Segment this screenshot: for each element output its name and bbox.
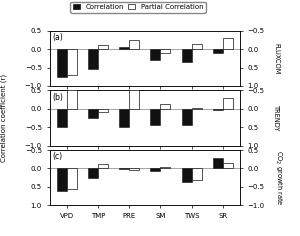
Text: Correlation coefficient (r): Correlation coefficient (r) [0,74,7,162]
Bar [129,40,139,49]
Bar [57,49,67,77]
Bar [160,167,170,169]
Bar [67,169,77,189]
Bar [88,169,98,178]
Bar [88,49,98,69]
Bar [129,169,139,170]
Bar [150,49,161,60]
Bar [98,164,108,169]
Bar [213,109,223,110]
Bar [150,169,161,171]
Bar [98,45,108,49]
Bar [150,109,161,125]
Bar [160,49,170,53]
Y-axis label: FLUXCOM: FLUXCOM [273,43,279,74]
Bar [223,163,233,169]
Legend: Correlation, Partial Correlation: Correlation, Partial Correlation [70,2,206,13]
Bar [213,158,223,169]
Bar [223,98,233,109]
Bar [67,49,77,75]
Bar [119,47,129,49]
Bar [182,169,192,182]
Bar [119,109,129,127]
Bar [57,109,67,127]
Bar [88,109,98,118]
Bar [182,49,192,62]
Bar [67,81,77,109]
Bar [98,109,108,112]
Text: (a): (a) [52,33,63,42]
Bar [213,49,223,53]
Bar [160,104,170,109]
Bar [192,44,202,49]
Bar [129,88,139,109]
Bar [192,108,202,109]
Bar [182,109,192,125]
Y-axis label: TRENDY: TRENDY [273,105,279,131]
Y-axis label: CO$_2$ growth rate: CO$_2$ growth rate [273,150,283,206]
Bar [223,38,233,49]
Text: (b): (b) [52,93,63,101]
Bar [57,169,67,191]
Text: (c): (c) [52,152,62,161]
Bar [192,169,202,180]
